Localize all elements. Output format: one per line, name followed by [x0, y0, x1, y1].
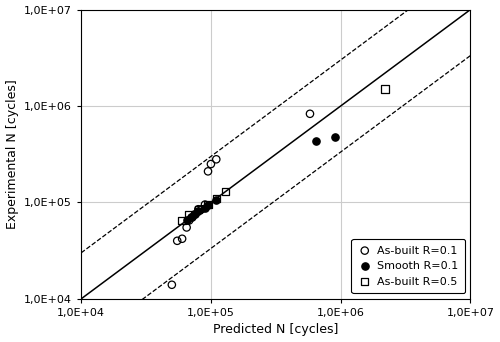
As-built R=0.1 [198, 207, 205, 212]
As-built R=0.5 [222, 189, 230, 194]
As-built R=0.1 [207, 161, 215, 167]
Smooth R=0.1 [212, 198, 220, 203]
As-built R=0.1 [306, 111, 314, 117]
As-built R=0.1 [182, 225, 190, 230]
As-built R=0.1 [204, 169, 212, 174]
As-built R=0.5 [185, 212, 193, 217]
As-built R=0.1 [168, 282, 176, 288]
As-built R=0.5 [381, 86, 389, 92]
As-built R=0.1 [194, 207, 202, 212]
As-built R=0.1 [185, 218, 193, 223]
As-built R=0.5 [178, 218, 186, 223]
As-built R=0.5 [194, 207, 202, 212]
X-axis label: Predicted N [cycles]: Predicted N [cycles] [213, 324, 338, 337]
Smooth R=0.1 [312, 139, 320, 144]
As-built R=0.1 [188, 215, 196, 220]
Smooth R=0.1 [204, 202, 212, 207]
As-built R=0.1 [212, 157, 220, 162]
Smooth R=0.1 [330, 134, 338, 140]
Smooth R=0.1 [194, 208, 202, 213]
Legend: As-built R=0.1, Smooth R=0.1, As-built R=0.5: As-built R=0.1, Smooth R=0.1, As-built R… [352, 239, 465, 293]
Y-axis label: Experimental N [cycles]: Experimental N [cycles] [6, 79, 18, 229]
Smooth R=0.1 [187, 215, 195, 220]
Smooth R=0.1 [182, 218, 190, 223]
As-built R=0.5 [204, 202, 212, 207]
Smooth R=0.1 [201, 205, 209, 211]
As-built R=0.1 [178, 236, 186, 241]
As-built R=0.1 [190, 212, 198, 217]
As-built R=0.1 [173, 238, 181, 244]
As-built R=0.1 [201, 202, 209, 207]
As-built R=0.5 [212, 196, 220, 201]
Smooth R=0.1 [190, 212, 198, 217]
